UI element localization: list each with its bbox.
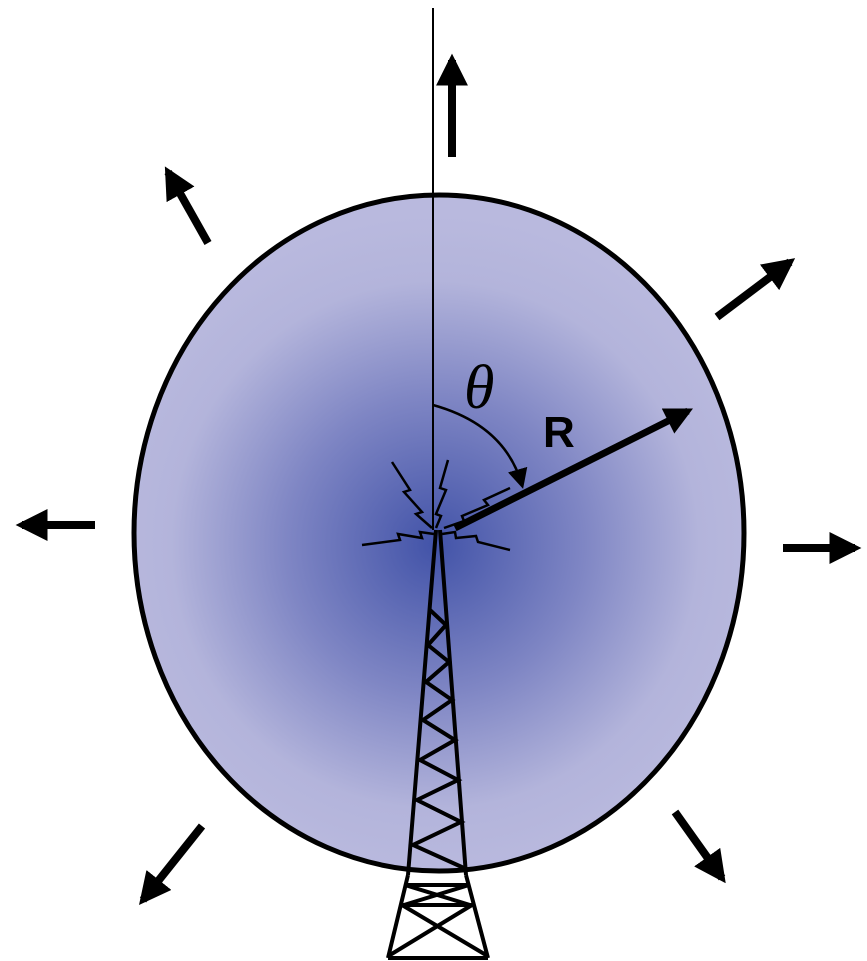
arrow [671, 809, 726, 884]
angle-arc [432, 403, 528, 489]
radius-label: R [543, 408, 575, 457]
outward-arrows [15, 53, 862, 906]
arrow [139, 823, 206, 906]
angle-label: θ [464, 354, 494, 422]
sparks [361, 459, 511, 552]
arrow [714, 258, 796, 321]
tower [386, 529, 490, 960]
radius-arrow [453, 407, 694, 532]
arrow [164, 166, 212, 245]
